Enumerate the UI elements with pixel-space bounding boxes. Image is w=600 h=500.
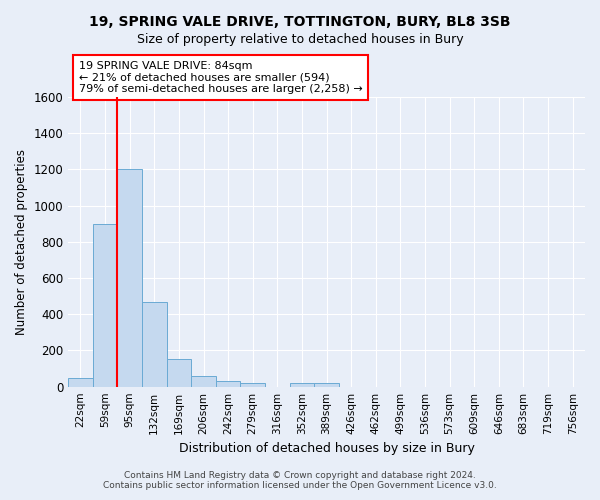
- Text: 19 SPRING VALE DRIVE: 84sqm
← 21% of detached houses are smaller (594)
79% of se: 19 SPRING VALE DRIVE: 84sqm ← 21% of det…: [79, 61, 362, 94]
- Bar: [167, 358, 191, 386]
- Bar: [241, 383, 265, 386]
- Text: 19, SPRING VALE DRIVE, TOTTINGTON, BURY, BL8 3SB: 19, SPRING VALE DRIVE, TOTTINGTON, BURY,…: [89, 15, 511, 29]
- Bar: [314, 383, 339, 386]
- Bar: [290, 383, 314, 386]
- Bar: [191, 376, 216, 386]
- Bar: [93, 224, 118, 386]
- Text: Size of property relative to detached houses in Bury: Size of property relative to detached ho…: [137, 32, 463, 46]
- Bar: [118, 170, 142, 386]
- Bar: [68, 378, 93, 386]
- Y-axis label: Number of detached properties: Number of detached properties: [15, 149, 28, 335]
- Bar: [142, 302, 167, 386]
- Bar: [216, 381, 241, 386]
- Text: Contains HM Land Registry data © Crown copyright and database right 2024.
Contai: Contains HM Land Registry data © Crown c…: [103, 470, 497, 490]
- X-axis label: Distribution of detached houses by size in Bury: Distribution of detached houses by size …: [179, 442, 475, 455]
